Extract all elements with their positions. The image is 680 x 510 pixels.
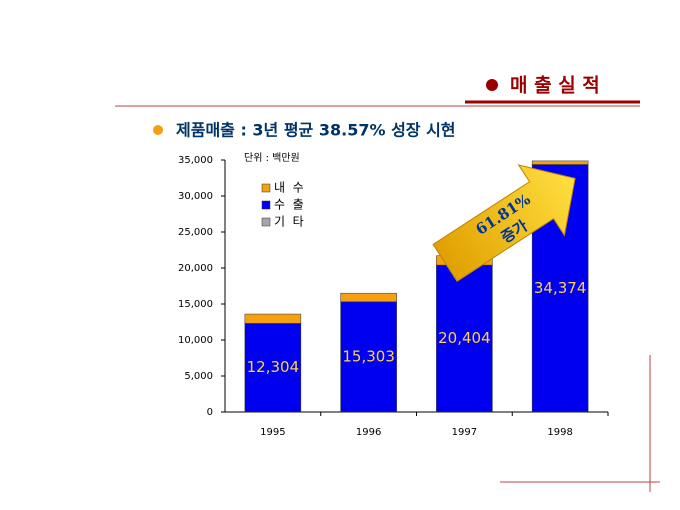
title-bullet: [486, 79, 498, 91]
x-tick-label: 1997: [452, 427, 477, 438]
legend-label: 내 수: [274, 181, 304, 195]
subtitle-bullet: [153, 125, 163, 135]
subtitle: 제품매출 : 3년 평균 38.57% 성장 시현: [176, 121, 456, 140]
y-tick-label: 5,000: [184, 371, 213, 382]
y-tick-label: 10,000: [178, 335, 213, 346]
y-tick-label: 15,000: [178, 299, 213, 310]
y-tick-label: 25,000: [178, 227, 213, 238]
x-tick-label: 1995: [260, 427, 285, 438]
value-label: 34,374: [534, 279, 587, 297]
unit-label: 단위 : 백만원: [244, 151, 300, 164]
bar-segment: [436, 264, 493, 413]
y-tick-label: 35,000: [178, 155, 213, 166]
value-label: 20,404: [438, 329, 491, 347]
arrow-shape: [432, 164, 576, 282]
value-label: 15,303: [342, 347, 395, 365]
bar-segment: [531, 160, 589, 165]
bar-segment: [244, 313, 302, 324]
bar-segment: [340, 292, 397, 303]
y-tick-label: 20,000: [178, 263, 213, 274]
slide-title: 매 출 실 적: [510, 75, 600, 97]
legend-label: 기 타: [274, 215, 304, 229]
x-tick-label: 1996: [356, 427, 381, 438]
y-tick-label: 30,000: [178, 191, 213, 202]
legend-swatch: [261, 200, 271, 210]
legend-swatch: [261, 217, 271, 227]
x-tick-label: 1998: [547, 427, 572, 438]
value-label: 12,304: [247, 358, 300, 376]
y-tick-label: 0: [207, 407, 213, 418]
legend-label: 수 출: [274, 198, 304, 212]
legend-swatch: [261, 183, 271, 193]
bar-segment: [340, 301, 397, 413]
